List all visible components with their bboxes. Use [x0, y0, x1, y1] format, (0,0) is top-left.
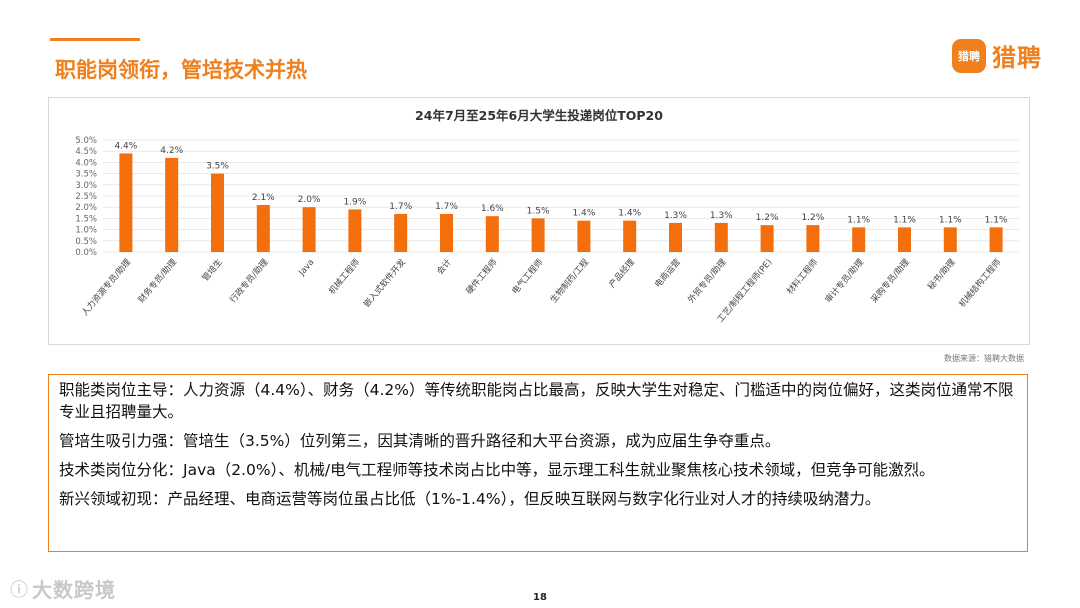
data-label: 1.3%	[664, 211, 687, 221]
x-axis-categories: 人力资源专员/助理 财务专员/助理 管培生 行政专员/助理 Java 机械工程师 嵌入式软件…	[79, 256, 1003, 324]
data-label: 1.1%	[939, 215, 962, 225]
bar	[256, 204, 270, 252]
data-label: 2.1%	[252, 193, 275, 203]
brand-logo: 猎聘 猎聘	[952, 38, 1042, 73]
y-tick-label: 4.5%	[75, 147, 97, 157]
y-tick-label: 2.5%	[75, 192, 97, 202]
x-tick-label: 秘书/助理	[925, 256, 957, 292]
x-tick-label: 产品经理	[607, 256, 638, 289]
grid-lines	[103, 139, 1019, 253]
data-label: 1.4%	[618, 209, 641, 219]
data-label: 4.2%	[160, 146, 183, 156]
bar	[165, 157, 179, 252]
data-label: 1.2%	[756, 213, 779, 223]
bar	[806, 225, 820, 252]
data-label: 1.9%	[343, 197, 366, 207]
x-tick-label: 硬件工程师	[464, 256, 500, 296]
x-tick-label: 审计专员/助理	[823, 256, 866, 305]
data-label: 1.4%	[572, 209, 595, 219]
data-label: 1.7%	[435, 202, 458, 212]
y-tick-label: 0.5%	[75, 237, 97, 247]
data-label: 1.5%	[527, 206, 550, 216]
x-tick-label: 机械工程师	[326, 256, 362, 296]
x-tick-label: 电气工程师	[510, 256, 546, 296]
y-tick-label: 1.5%	[75, 214, 97, 224]
bar	[531, 218, 545, 252]
bar	[989, 227, 1003, 252]
x-tick-label: 材料工程师	[784, 256, 820, 296]
bar	[348, 209, 362, 252]
summary-paragraph-4: 新兴领域初现：产品经理、电商运营等岗位虽占比低（1%-1.4%），但反映互联网与…	[59, 490, 881, 508]
x-tick-label: 机械结构工程师	[957, 256, 1004, 309]
summary-paragraph-3: 技术类岗位分化：Java（2.0%）、机械/电气工程师等技术岗占比中等，显示理工…	[59, 461, 935, 479]
data-label: 1.6%	[481, 204, 504, 214]
bar	[852, 227, 866, 252]
x-tick-label: 生物制药/工程	[548, 256, 591, 305]
page-number: 18	[533, 592, 547, 603]
bar-chart: 24年7月至25年6月大学生投递岗位TOP20 0.0%0.5%1.0% 1.5%…	[75, 108, 1019, 325]
title-accent-rule	[50, 38, 140, 41]
brand-name: 猎聘	[992, 44, 1042, 72]
summary-paragraph-1: 职能类岗位主导：人力资源（4.4%）、财务（4.2%）等传统职能岗占比最高，反映…	[59, 381, 1014, 421]
bar	[623, 220, 637, 252]
bar	[485, 216, 499, 252]
summary-box: 职能类岗位主导：人力资源（4.4%）、财务（4.2%）等传统职能岗占比最高，反映…	[48, 374, 1028, 552]
bar	[440, 213, 453, 252]
bar	[211, 173, 224, 252]
x-tick-label: 会计	[434, 256, 454, 276]
x-tick-label: 外贸专员/助理	[686, 256, 729, 305]
x-tick-label: 嵌入式软件开发	[361, 256, 408, 309]
data-label: 1.2%	[801, 213, 824, 223]
data-source-note: 数据来源：猎聘大数据	[944, 354, 1024, 363]
bar	[714, 222, 728, 252]
bar	[898, 227, 911, 252]
data-label: 4.4%	[114, 141, 137, 151]
y-tick-label: 0.0%	[75, 248, 97, 258]
y-tick-label: 3.5%	[75, 170, 97, 180]
data-labels: 4.4% 4.2% 3.5% 2.1% 2.0% 1.9% 1.7% 1.7% 1.6% 1.5%…	[114, 141, 1008, 225]
chart-title: 24年7月至25年6月大学生投递岗位TOP20	[415, 108, 663, 123]
y-tick-label: 2.0%	[75, 203, 97, 213]
bar	[669, 222, 682, 252]
data-label: 1.7%	[389, 202, 412, 212]
bar	[302, 207, 316, 252]
x-tick-label: Java	[297, 258, 317, 279]
data-label: 1.1%	[985, 215, 1008, 225]
footer-logo: ⓘ 大数跨境	[10, 574, 116, 603]
data-label: 1.1%	[847, 215, 870, 225]
bars	[119, 153, 1003, 252]
bar	[394, 213, 408, 252]
x-tick-label: 人力资源专员/助理	[79, 256, 133, 318]
y-tick-label: 3.0%	[75, 181, 97, 191]
y-tick-label: 5.0%	[75, 136, 97, 146]
footer-logo-text: 大数跨境	[32, 578, 116, 602]
y-axis-ticks: 0.0%0.5%1.0% 1.5%2.0%2.5%3.0%3.5% 4.0%4.5%…	[75, 136, 97, 258]
bar	[577, 220, 591, 252]
data-label: 1.1%	[893, 215, 916, 225]
x-tick-label: 采购专员/助理	[869, 256, 912, 305]
chart-panel: 24年7月至25年6月大学生投递岗位TOP20 0.0% 0.5% 1.0% 1.5%…	[48, 97, 1030, 345]
data-label: 3.5%	[206, 162, 229, 172]
data-label: 2.0%	[298, 195, 321, 205]
bar	[760, 225, 774, 252]
brand-badge-icon: 猎聘	[952, 38, 986, 73]
x-tick-label: 管培生	[200, 256, 225, 283]
bar	[943, 227, 957, 252]
x-tick-label: 电商运营	[653, 257, 683, 290]
y-tick-label: 1.0%	[75, 226, 97, 236]
summary-paragraph-2: 管培生吸引力强：管培生（3.5%）位列第三，因其清晰的晋升路径和大平台资源，成为…	[59, 432, 781, 450]
footer-logo-icon: ⓘ	[10, 579, 28, 601]
x-tick-label: 行政专员/助理	[228, 256, 271, 305]
x-tick-label: 财务专员/助理	[136, 256, 179, 305]
data-label: 1.3%	[710, 211, 733, 221]
page-title: 职能岗领衔，管培技术并热	[55, 58, 307, 82]
bar	[119, 153, 133, 252]
y-tick-label: 4.0%	[75, 158, 97, 168]
